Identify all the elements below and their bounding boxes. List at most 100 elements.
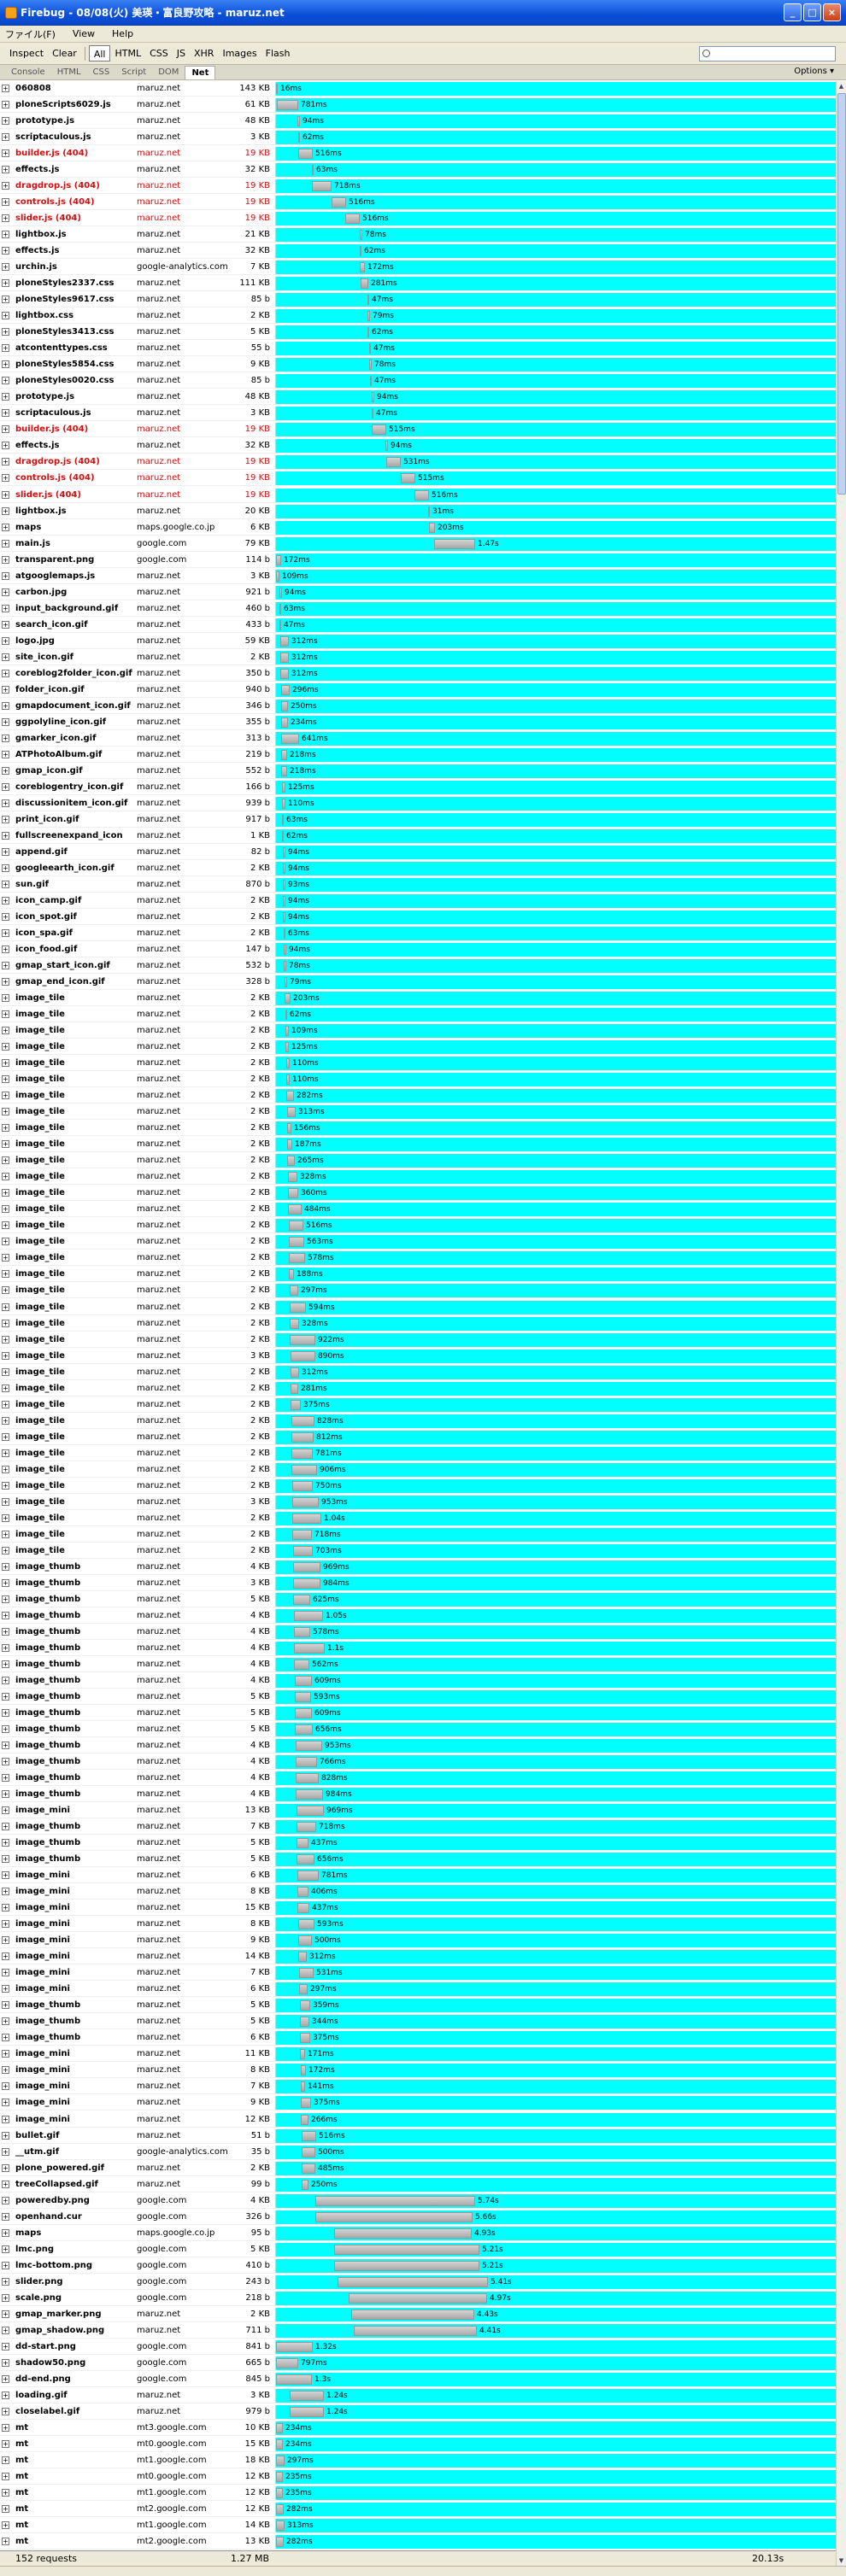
net-request-row[interactable]: + maps maps.google.co.jp 95 b 4.93s xyxy=(0,2226,836,2241)
request-name[interactable]: closelabel.gif xyxy=(15,2406,80,2416)
request-name[interactable]: image_tile xyxy=(15,1253,65,1263)
expand-toggle-icon[interactable]: + xyxy=(2,1774,9,1783)
net-request-row[interactable]: + ploneStyles9617.css maruz.net 85 b 47ms xyxy=(0,292,836,308)
request-name[interactable]: slider.js (404) xyxy=(15,214,81,224)
expand-toggle-icon[interactable]: + xyxy=(2,1449,9,1457)
net-request-row[interactable]: + image_mini maruz.net 8 KB 593ms xyxy=(0,1917,836,1933)
request-name[interactable]: ploneStyles3413.css xyxy=(15,327,115,337)
net-request-row[interactable]: + gmap_icon.gif maruz.net 552 b 218ms xyxy=(0,764,836,779)
net-request-row[interactable]: + mt mt0.google.com 12 KB 235ms xyxy=(0,2469,836,2485)
net-request-row[interactable]: + ATPhotoAlbum.gif maruz.net 219 b 218ms xyxy=(0,747,836,763)
net-request-row[interactable]: + icon_spot.gif maruz.net 2 KB 94ms xyxy=(0,910,836,926)
expand-toggle-icon[interactable]: + xyxy=(2,1092,9,1100)
expand-toggle-icon[interactable]: + xyxy=(2,653,9,661)
net-request-row[interactable]: + prototype.js maruz.net 48 KB 94ms xyxy=(0,114,836,130)
request-name[interactable]: dd-start.png xyxy=(15,2341,76,2351)
request-name[interactable]: image_thumb xyxy=(15,1561,81,1572)
request-name[interactable]: effects.js xyxy=(15,246,60,256)
expand-toggle-icon[interactable]: + xyxy=(2,1985,9,1993)
net-request-row[interactable]: + image_thumb maruz.net 4 KB 1.1s xyxy=(0,1641,836,1656)
expand-toggle-icon[interactable]: + xyxy=(2,2538,9,2546)
request-name[interactable]: image_thumb xyxy=(15,1610,81,1620)
net-request-row[interactable]: + __utm.gif google-analytics.com 35 b 500ms xyxy=(0,2145,836,2160)
request-name[interactable]: image_thumb xyxy=(15,1675,81,1685)
net-request-row[interactable]: + image_tile maruz.net 2 KB 578ms xyxy=(0,1250,836,1267)
expand-toggle-icon[interactable]: + xyxy=(2,1888,9,1896)
net-request-row[interactable]: + image_tile maruz.net 2 KB 563ms xyxy=(0,1234,836,1250)
request-name[interactable]: image_thumb xyxy=(15,1578,81,1588)
net-request-row[interactable]: + image_thumb maruz.net 5 KB 656ms xyxy=(0,1722,836,1738)
net-request-row[interactable]: + closelabel.gif maruz.net 979 b 1.24s xyxy=(0,2404,836,2420)
request-name[interactable]: ATPhotoAlbum.gif xyxy=(15,749,103,759)
expand-toggle-icon[interactable]: + xyxy=(2,1189,9,1197)
expand-toggle-icon[interactable]: + xyxy=(2,636,9,645)
expand-toggle-icon[interactable]: + xyxy=(2,2391,9,2399)
request-name[interactable]: googleearth_icon.gif xyxy=(15,863,115,873)
expand-toggle-icon[interactable]: + xyxy=(2,231,9,239)
net-request-row[interactable]: + image_mini maruz.net 15 KB 437ms xyxy=(0,1900,836,1917)
scrollbar-thumb[interactable] xyxy=(837,93,846,495)
request-name[interactable]: image_tile xyxy=(15,1367,65,1377)
net-request-row[interactable]: + treeCollapsed.gif maruz.net 99 b 250ms xyxy=(0,2177,836,2193)
request-name[interactable]: mt xyxy=(15,2471,29,2481)
expand-toggle-icon[interactable]: + xyxy=(2,1335,9,1344)
net-request-row[interactable]: + image_thumb maruz.net 5 KB 656ms xyxy=(0,1852,836,1868)
request-name[interactable]: dragdrop.js (404) xyxy=(15,457,100,467)
request-name[interactable]: shadow50.png xyxy=(15,2357,86,2368)
request-name[interactable]: main.js xyxy=(15,538,50,548)
expand-toggle-icon[interactable]: + xyxy=(2,1969,9,1977)
request-name[interactable]: atcontenttypes.css xyxy=(15,343,108,354)
net-request-row[interactable]: + bullet.gif maruz.net 51 b 516ms xyxy=(0,2128,836,2144)
request-name[interactable]: mt xyxy=(15,2438,29,2449)
expand-toggle-icon[interactable]: + xyxy=(2,815,9,823)
expand-toggle-icon[interactable]: + xyxy=(2,506,9,515)
net-request-row[interactable]: + icon_food.gif maruz.net 147 b 94ms xyxy=(0,942,836,958)
net-request-row[interactable]: + mt mt0.google.com 15 KB 234ms xyxy=(0,2437,836,2452)
tab-net[interactable]: Net xyxy=(185,66,216,79)
net-request-row[interactable]: + ploneStyles5854.css maruz.net 9 KB 78ms xyxy=(0,357,836,373)
net-request-row[interactable]: + maps maps.google.co.jp 6 KB 203ms xyxy=(0,520,836,536)
net-request-row[interactable]: + builder.js (404) maruz.net 19 KB 516ms xyxy=(0,146,836,162)
expand-toggle-icon[interactable]: + xyxy=(2,1156,9,1165)
net-request-row[interactable]: + image_tile maruz.net 2 KB 360ms xyxy=(0,1186,836,1202)
expand-toggle-icon[interactable]: + xyxy=(2,1108,9,1116)
request-name[interactable]: prototype.js xyxy=(15,116,75,126)
net-request-row[interactable]: + mt mt2.google.com 12 KB 282ms xyxy=(0,2502,836,2517)
expand-toggle-icon[interactable]: + xyxy=(2,2488,9,2497)
request-name[interactable]: image_thumb xyxy=(15,1642,81,1653)
net-request-row[interactable]: + controls.js (404) maruz.net 19 KB 515ms xyxy=(0,471,836,487)
expand-toggle-icon[interactable]: + xyxy=(2,604,9,612)
request-name[interactable]: image_tile xyxy=(15,1464,65,1474)
request-name[interactable]: image_tile xyxy=(15,1513,65,1523)
request-name[interactable]: image_thumb xyxy=(15,1789,81,1800)
net-request-row[interactable]: + discussionitem_icon.gif maruz.net 939 b 11… xyxy=(0,796,836,811)
request-name[interactable]: image_tile xyxy=(15,1529,65,1539)
expand-toggle-icon[interactable]: + xyxy=(2,2358,9,2367)
request-name[interactable]: image_tile xyxy=(15,993,65,1004)
request-name[interactable]: image_tile xyxy=(15,1285,65,1296)
request-name[interactable]: image_mini xyxy=(15,2081,70,2092)
expand-toggle-icon[interactable]: + xyxy=(2,1010,9,1019)
tab-console[interactable]: Console xyxy=(11,67,45,77)
expand-toggle-icon[interactable]: + xyxy=(2,1758,9,1766)
request-name[interactable]: gmap_end_icon.gif xyxy=(15,977,105,987)
net-request-row[interactable]: + controls.js (404) maruz.net 19 KB 516ms xyxy=(0,195,836,211)
request-name[interactable]: append.gif xyxy=(15,846,68,857)
expand-toggle-icon[interactable]: + xyxy=(2,312,9,320)
expand-toggle-icon[interactable]: + xyxy=(2,247,9,255)
expand-toggle-icon[interactable]: + xyxy=(2,1124,9,1133)
expand-toggle-icon[interactable]: + xyxy=(2,1839,9,1847)
request-name[interactable]: image_tile xyxy=(15,1172,65,1182)
net-request-row[interactable]: + mt mt3.google.com 10 KB 234ms xyxy=(0,2421,836,2436)
net-request-row[interactable]: + image_tile maruz.net 3 KB 953ms xyxy=(0,1495,836,1510)
net-request-row[interactable]: + image_mini maruz.net 13 KB 969ms xyxy=(0,1803,836,1819)
net-request-row[interactable]: + print_icon.gif maruz.net 917 b 63ms xyxy=(0,812,836,828)
expand-toggle-icon[interactable]: + xyxy=(2,929,9,938)
request-name[interactable]: mt xyxy=(15,2455,29,2465)
request-name[interactable]: image_mini xyxy=(15,1919,70,1929)
net-request-row[interactable]: + image_thumb maruz.net 4 KB 953ms xyxy=(0,1738,836,1754)
request-name[interactable]: ploneStyles2337.css xyxy=(15,278,115,289)
request-name[interactable]: prototype.js xyxy=(15,392,75,402)
net-request-row[interactable]: + gmarker_icon.gif maruz.net 313 b 641ms xyxy=(0,731,836,746)
net-request-row[interactable]: + image_tile maruz.net 2 KB 281ms xyxy=(0,1381,836,1396)
